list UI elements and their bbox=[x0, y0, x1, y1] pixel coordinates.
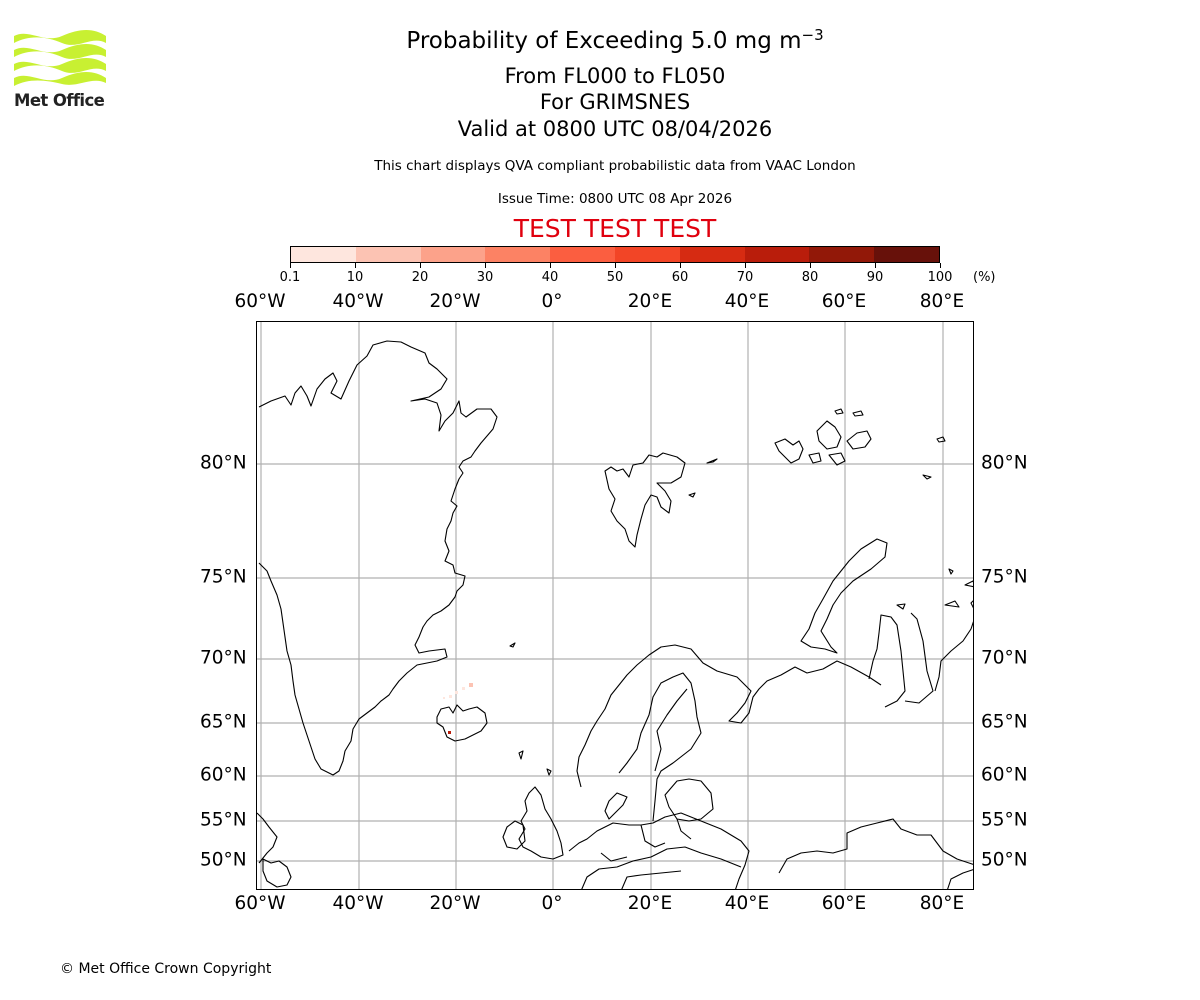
longitude-label: 60°W bbox=[234, 291, 286, 312]
colorbar-tick-label: 70 bbox=[736, 270, 754, 285]
chart-title: Probability of Exceeding 5.0 mg m−3 bbox=[0, 26, 1200, 56]
colorbar-tick bbox=[550, 263, 551, 268]
colorbar-tick-label: 100 bbox=[927, 270, 953, 285]
colorbar-tick bbox=[810, 263, 811, 268]
continental-europe bbox=[568, 812, 750, 889]
longitude-label: 20°W bbox=[429, 291, 481, 312]
longitude-label: 40°W bbox=[332, 893, 384, 914]
longitude-label: 60°E bbox=[821, 893, 867, 914]
met-office-logo: Met Office bbox=[14, 30, 109, 112]
colorbar-segment bbox=[485, 247, 551, 262]
colorbar-segment bbox=[809, 247, 875, 262]
latitude-label: 75°N bbox=[981, 566, 1028, 588]
labrador-coast bbox=[257, 812, 292, 888]
latitude-label: 65°N bbox=[981, 711, 1028, 733]
latitude-label: 50°N bbox=[981, 849, 1028, 871]
colorbar-tick-label: 10 bbox=[346, 270, 364, 285]
longitude-label: 40°W bbox=[332, 291, 384, 312]
latitude-label: 80°N bbox=[200, 452, 247, 474]
colorbar-tick-label: 80 bbox=[801, 270, 819, 285]
colorbar-tick-label: 90 bbox=[866, 270, 884, 285]
colorbar-tick bbox=[940, 263, 941, 268]
latitude-label: 70°N bbox=[981, 647, 1028, 669]
graticule bbox=[257, 322, 973, 889]
franz-josef-land bbox=[774, 408, 872, 466]
colorbar-tick bbox=[615, 263, 616, 268]
iceland-coast bbox=[436, 704, 488, 742]
colorbar-segment bbox=[874, 247, 939, 262]
title-text: Probability of Exceeding 5.0 mg m bbox=[406, 28, 802, 54]
longitude-label: 80°E bbox=[919, 291, 965, 312]
latitude-label: 55°N bbox=[200, 809, 247, 831]
colorbar-segment bbox=[744, 247, 810, 262]
colorbar-tick bbox=[355, 263, 356, 268]
latitude-label: 55°N bbox=[981, 809, 1028, 831]
colorbar-tick bbox=[485, 263, 486, 268]
colorbar-tick bbox=[680, 263, 681, 268]
chart-description: This chart displays QVA compliant probab… bbox=[374, 158, 856, 174]
colorbar-tick-label: 20 bbox=[411, 270, 429, 285]
colorbar-tick-label: 30 bbox=[476, 270, 494, 285]
longitude-label: 80°E bbox=[919, 893, 965, 914]
asia-border bbox=[778, 818, 973, 889]
colorbar-segment bbox=[550, 247, 615, 262]
copyright-footer: © Met Office Crown Copyright bbox=[60, 961, 272, 977]
novaya-zemlya bbox=[800, 538, 888, 654]
volcano-name: For GRIMSNES bbox=[539, 90, 691, 114]
colorbar-tick-label: 40 bbox=[541, 270, 559, 285]
colorbar-tick-label: 60 bbox=[671, 270, 689, 285]
test-banner: TEST TEST TEST bbox=[513, 214, 717, 243]
title-superscript: −3 bbox=[801, 26, 824, 44]
latitude-label: 65°N bbox=[200, 711, 247, 733]
map-canvas bbox=[257, 322, 973, 889]
colorbar-unit-label: (%) bbox=[973, 270, 996, 285]
colorbar-tick bbox=[875, 263, 876, 268]
probability-colorbar bbox=[290, 246, 940, 263]
logo-text: Met Office bbox=[14, 91, 105, 110]
longitude-label: 60°W bbox=[234, 893, 286, 914]
latitude-label: 60°N bbox=[981, 764, 1028, 786]
uk-coast bbox=[518, 786, 564, 860]
siberia-coast bbox=[868, 612, 973, 708]
coastlines bbox=[257, 340, 973, 889]
colorbar-segment bbox=[291, 247, 356, 262]
map-panel[interactable] bbox=[256, 321, 974, 890]
longitude-label: 60°E bbox=[821, 291, 867, 312]
longitude-label: 20°W bbox=[429, 893, 481, 914]
flight-level-range: From FL000 to FL050 bbox=[504, 64, 726, 88]
latitude-label: 80°N bbox=[981, 452, 1028, 474]
svalbard-coast bbox=[604, 452, 686, 548]
colorbar-ticks bbox=[290, 263, 941, 269]
latitude-label: 60°N bbox=[200, 764, 247, 786]
colorbar-segment bbox=[355, 247, 421, 262]
greenland-coast bbox=[258, 340, 498, 776]
longitude-label: 40°E bbox=[724, 291, 770, 312]
latitude-label: 50°N bbox=[200, 849, 247, 871]
colorbar-segment bbox=[614, 247, 680, 262]
longitude-label: 20°E bbox=[627, 893, 673, 914]
issue-time: Issue Time: 0800 UTC 08 Apr 2026 bbox=[497, 191, 733, 207]
colorbar-tick bbox=[290, 263, 291, 268]
longitude-label: 20°E bbox=[627, 291, 673, 312]
latitude-label: 75°N bbox=[200, 566, 247, 588]
ash-probability-patches bbox=[443, 683, 473, 734]
latitude-label: 70°N bbox=[200, 647, 247, 669]
ireland-coast bbox=[502, 820, 526, 850]
longitude-label: 0° bbox=[541, 893, 563, 914]
colorbar-segment bbox=[420, 247, 486, 262]
scandinavia-coast bbox=[576, 644, 882, 788]
valid-time: Valid at 0800 UTC 08/04/2026 bbox=[457, 117, 773, 141]
longitude-label: 0° bbox=[541, 291, 563, 312]
longitude-label: 40°E bbox=[724, 893, 770, 914]
colorbar-tick bbox=[745, 263, 746, 268]
colorbar-tick bbox=[420, 263, 421, 268]
colorbar-tick-label: 50 bbox=[606, 270, 624, 285]
met-office-waves-icon bbox=[14, 30, 106, 86]
colorbar-segment bbox=[679, 247, 745, 262]
colorbar-tick-label: 0.1 bbox=[279, 270, 301, 285]
